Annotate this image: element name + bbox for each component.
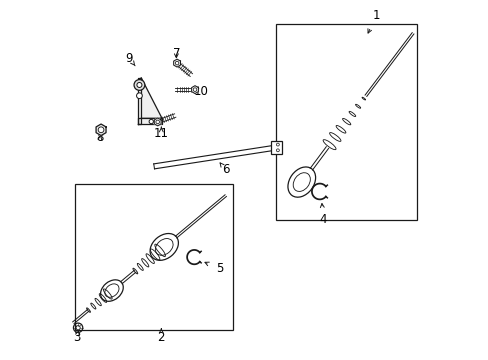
Circle shape: [134, 80, 144, 90]
Text: 10: 10: [193, 85, 208, 98]
Text: 7: 7: [172, 47, 180, 60]
Text: 2: 2: [157, 330, 165, 343]
Polygon shape: [154, 118, 161, 126]
Polygon shape: [173, 59, 180, 67]
Polygon shape: [137, 78, 141, 125]
Polygon shape: [141, 78, 162, 118]
Circle shape: [193, 88, 196, 91]
Text: 3: 3: [73, 331, 80, 344]
Polygon shape: [96, 124, 106, 135]
Circle shape: [137, 82, 142, 87]
Bar: [271, 141, 282, 154]
Text: 9: 9: [125, 51, 133, 64]
Text: 1: 1: [372, 9, 380, 22]
Polygon shape: [191, 86, 198, 94]
Polygon shape: [137, 118, 162, 125]
Circle shape: [276, 149, 279, 152]
Text: 8: 8: [97, 131, 104, 144]
Circle shape: [156, 120, 159, 124]
Circle shape: [98, 127, 104, 133]
Text: 11: 11: [154, 127, 168, 140]
Circle shape: [136, 93, 142, 99]
Bar: [75, 184, 233, 330]
Circle shape: [149, 120, 153, 124]
Text: 6: 6: [222, 163, 229, 176]
Text: 5: 5: [215, 262, 223, 275]
Circle shape: [276, 143, 279, 146]
Bar: [276, 24, 416, 220]
Circle shape: [175, 61, 179, 65]
Text: 4: 4: [319, 213, 326, 226]
